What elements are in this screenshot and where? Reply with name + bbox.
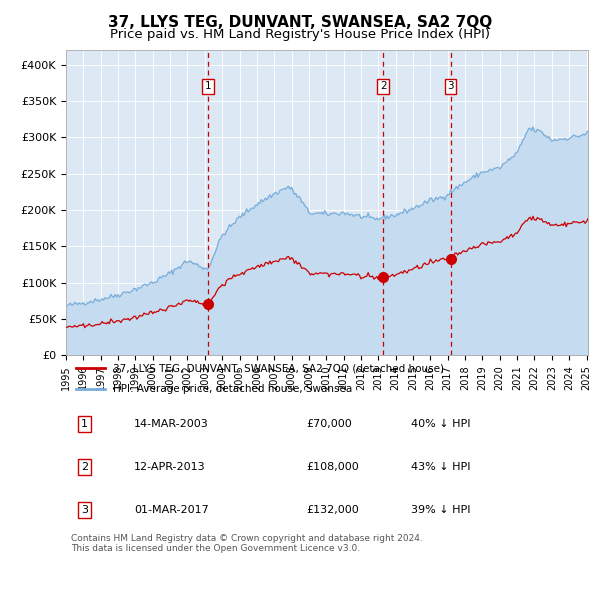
Text: 14-MAR-2003: 14-MAR-2003 xyxy=(134,419,209,429)
Text: Contains HM Land Registry data © Crown copyright and database right 2024.
This d: Contains HM Land Registry data © Crown c… xyxy=(71,533,423,553)
Text: 3: 3 xyxy=(447,81,454,91)
Text: £132,000: £132,000 xyxy=(306,505,359,514)
Text: 3: 3 xyxy=(81,505,88,514)
Text: 01-MAR-2017: 01-MAR-2017 xyxy=(134,505,209,514)
Text: 37, LLYS TEG, DUNVANT, SWANSEA, SA2 7QQ (detached house): 37, LLYS TEG, DUNVANT, SWANSEA, SA2 7QQ … xyxy=(113,363,444,373)
Text: 1: 1 xyxy=(81,419,88,429)
Text: 39% ↓ HPI: 39% ↓ HPI xyxy=(410,505,470,514)
Text: 40% ↓ HPI: 40% ↓ HPI xyxy=(410,419,470,429)
Text: 2: 2 xyxy=(380,81,386,91)
Text: HPI: Average price, detached house, Swansea: HPI: Average price, detached house, Swan… xyxy=(113,384,352,394)
Text: £108,000: £108,000 xyxy=(306,462,359,472)
Text: £70,000: £70,000 xyxy=(306,419,352,429)
Text: 12-APR-2013: 12-APR-2013 xyxy=(134,462,205,472)
Text: 1: 1 xyxy=(205,81,212,91)
Text: 37, LLYS TEG, DUNVANT, SWANSEA, SA2 7QQ: 37, LLYS TEG, DUNVANT, SWANSEA, SA2 7QQ xyxy=(108,15,492,30)
Text: 2: 2 xyxy=(81,462,88,472)
Text: 43% ↓ HPI: 43% ↓ HPI xyxy=(410,462,470,472)
Text: Price paid vs. HM Land Registry's House Price Index (HPI): Price paid vs. HM Land Registry's House … xyxy=(110,28,490,41)
